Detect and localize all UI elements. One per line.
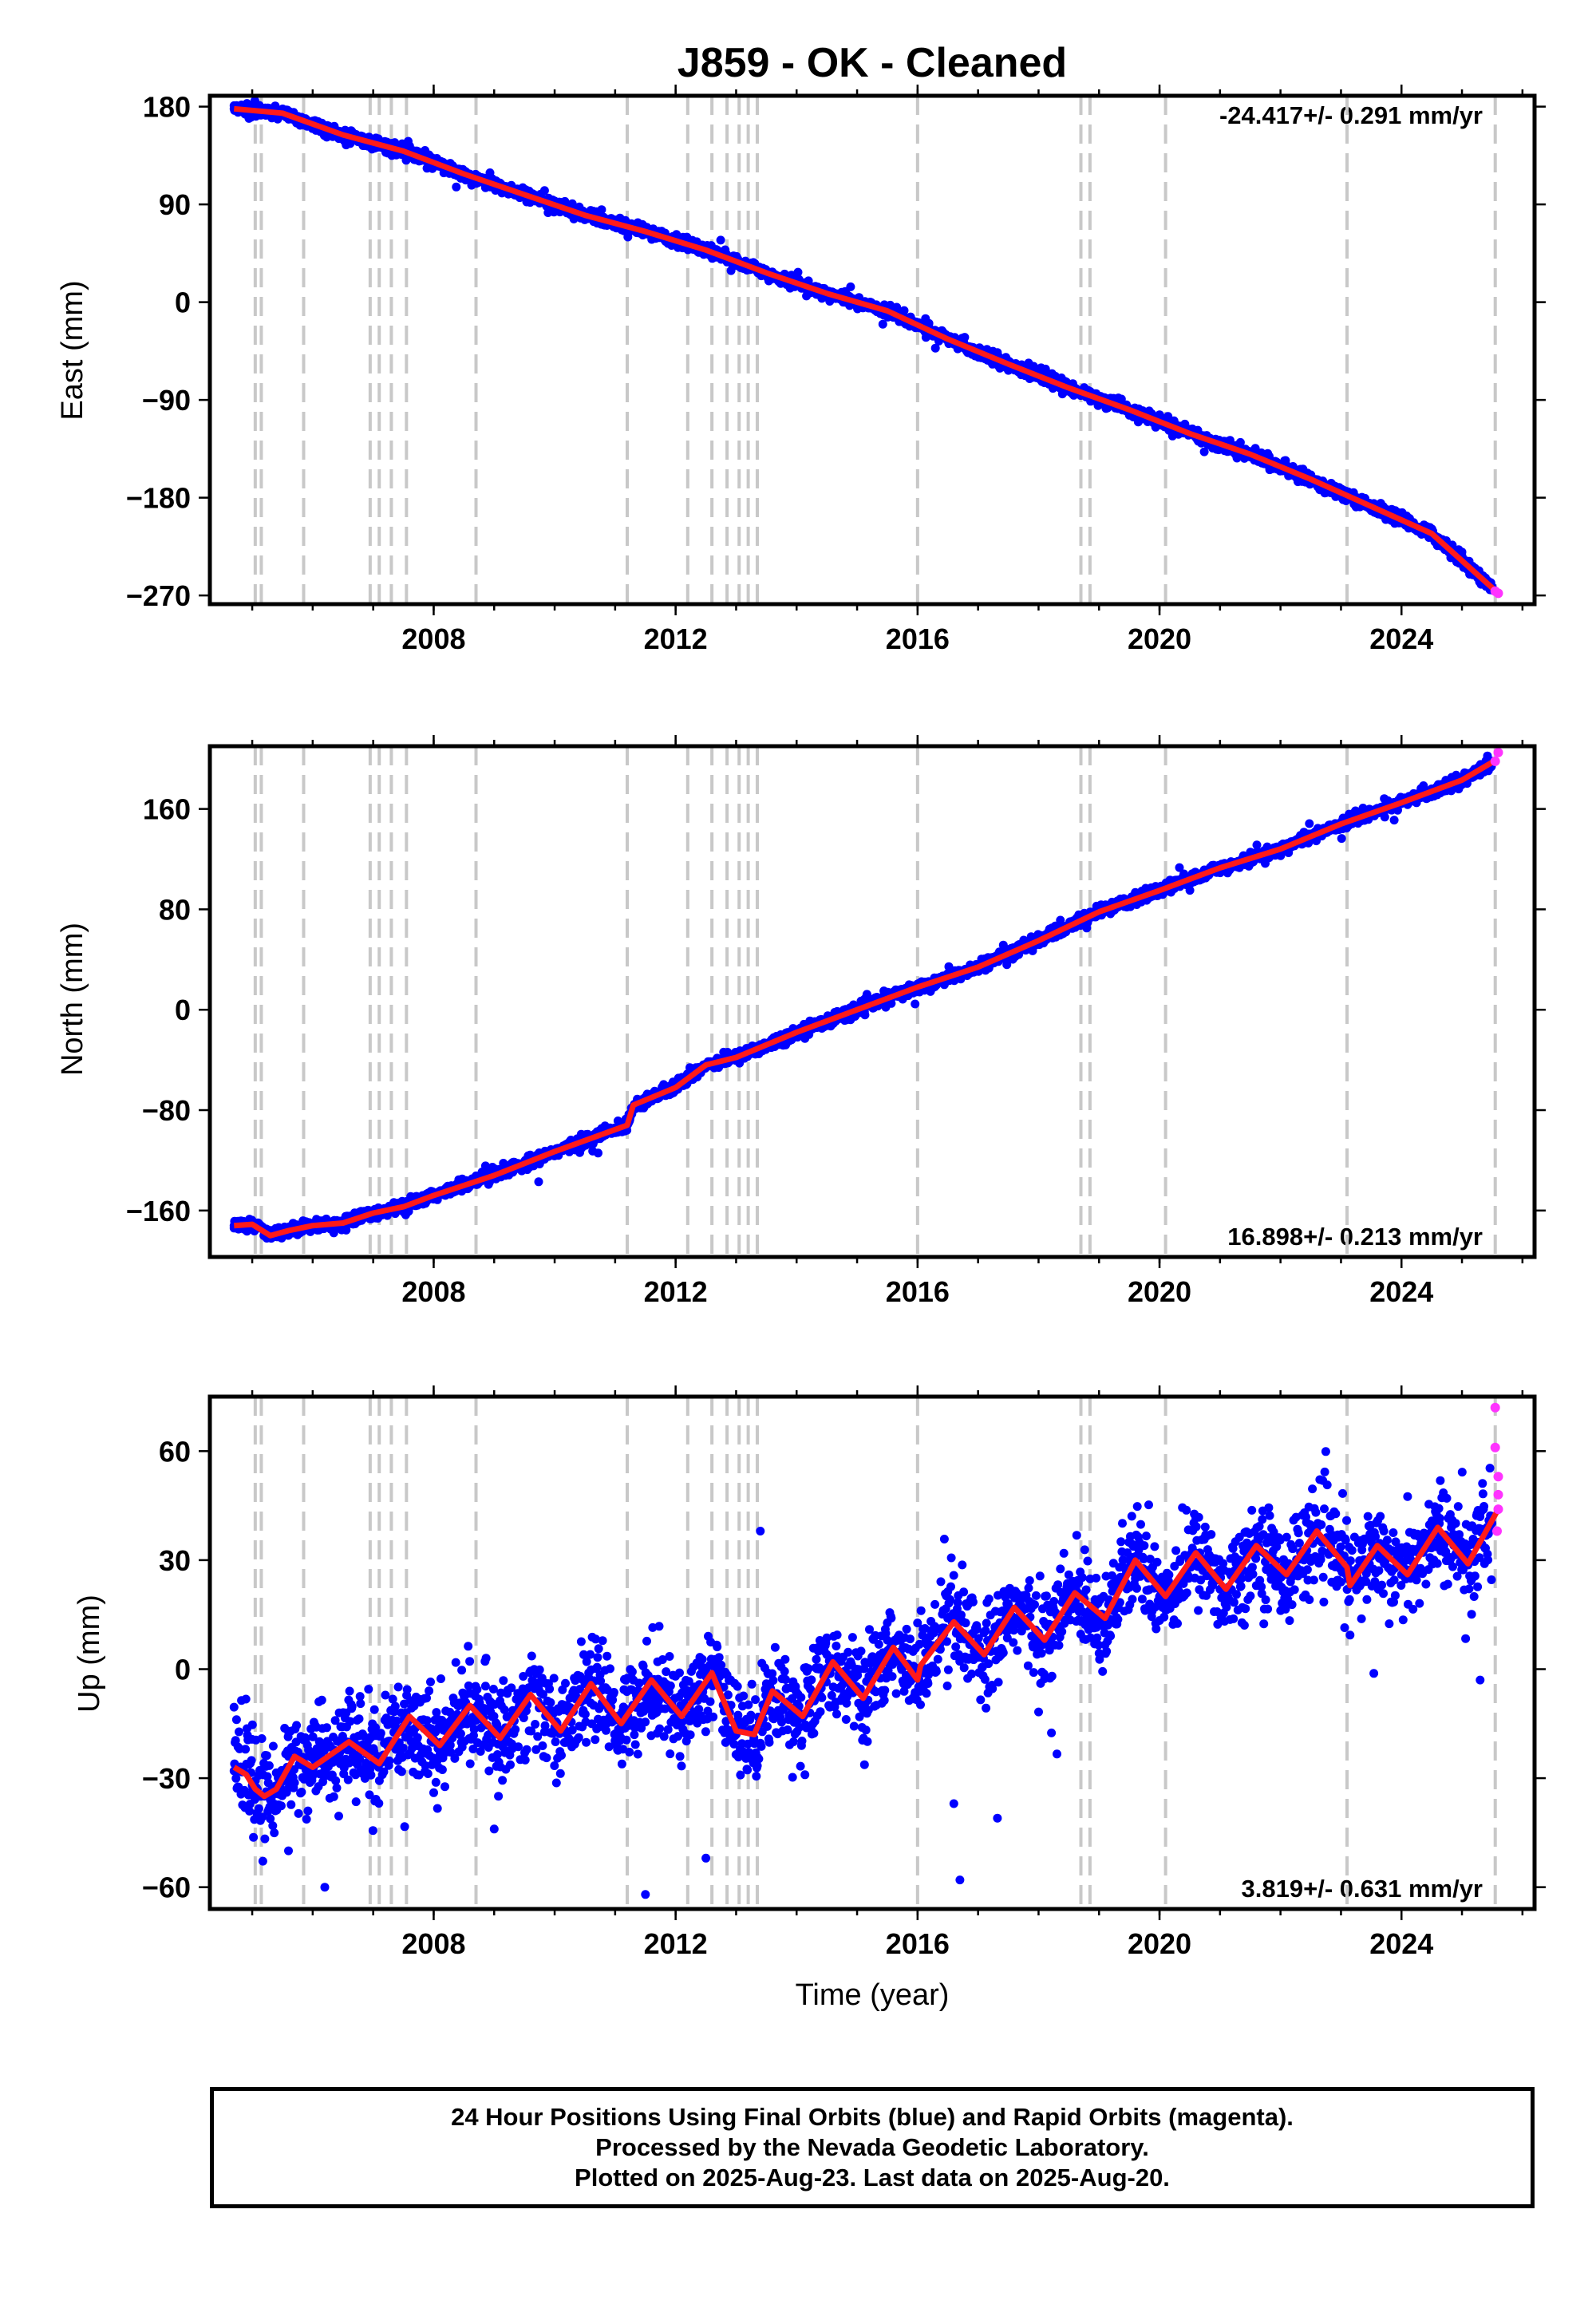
north-data-point [1305, 819, 1314, 828]
east-y-tick-label: 90 [159, 188, 191, 221]
east-data-point [793, 267, 803, 277]
north-y-axis-label: North (mm) [56, 923, 89, 1076]
east-rate-label: -24.417+/- 0.291 mm/yr [1219, 101, 1483, 129]
east-y-tick-label: −270 [126, 579, 191, 612]
north-panel: North (mm) 16.898+/- 0.213 mm/yr 2008 201… [56, 735, 1546, 1308]
east-data-point [539, 186, 549, 196]
east-y-tick-label: 0 [175, 287, 191, 319]
north-data-points [229, 751, 1497, 1243]
east-data-point [846, 282, 855, 291]
east-x-tick-label: 2008 [401, 622, 465, 655]
east-data-point [597, 205, 606, 215]
east-data-point [1457, 547, 1467, 557]
east-data-point [1199, 447, 1209, 456]
east-data-point [960, 333, 970, 342]
east-panel: East (mm) -24.417+/- 0.291 mm/yr 2008 201… [56, 85, 1546, 655]
east-fit-line [233, 105, 1500, 596]
chart-title: J859 - OK - Cleaned [678, 40, 1067, 86]
north-data-point [1252, 840, 1262, 850]
north-data-point [887, 998, 896, 1008]
east-data-point [1250, 444, 1260, 453]
east-rapid-point [1493, 588, 1503, 599]
east-data-point [878, 319, 887, 329]
east-y-tick-label: −180 [126, 482, 191, 515]
east-data-point [716, 235, 725, 245]
east-y-tick-label: 180 [143, 91, 191, 124]
north-data-point [911, 999, 920, 1009]
north-data-point [534, 1177, 543, 1187]
north-data-point [594, 1148, 602, 1158]
east-data-point [930, 343, 940, 353]
east-frame [207, 93, 1537, 607]
east-data-point [452, 182, 461, 192]
east-y-tick-label: −90 [142, 384, 191, 417]
east-y-axis-label: East (mm) [56, 280, 89, 420]
north-data-point [1002, 960, 1012, 970]
east-x-tick-label: 2024 [1369, 622, 1433, 655]
north-data-point [1337, 834, 1346, 844]
east-x-tick-label: 2020 [1128, 622, 1191, 655]
east-x-tick-label: 2012 [644, 622, 708, 655]
east-data-point [899, 306, 909, 315]
north-data-point [1175, 863, 1184, 872]
east-data-points [229, 96, 1497, 595]
north-data-point [860, 1010, 870, 1020]
east-x-tick-label: 2016 [886, 622, 950, 655]
north-data-point [1185, 886, 1195, 895]
north-rate-label: 16.898+/- 0.213 mm/yr [1227, 1223, 1483, 1251]
